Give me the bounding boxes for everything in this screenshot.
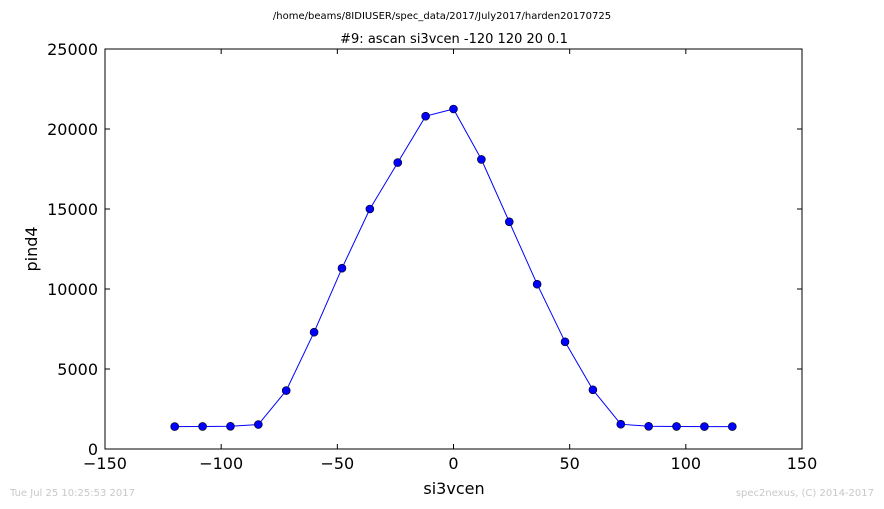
data-point xyxy=(254,420,263,429)
data-point xyxy=(532,279,542,289)
plot-area: −150 −100 −50 0 50 100 150 0 5000 10000 15000 20000… xyxy=(47,40,817,473)
y-axis-label: pind4 xyxy=(22,226,41,271)
footer-timestamp: Tue Jul 25 10:25:53 2017 xyxy=(10,488,135,499)
x-axis-label: si3vcen xyxy=(423,479,484,498)
y-tick-label: 5000 xyxy=(57,360,98,379)
data-point xyxy=(170,422,179,431)
data-point xyxy=(560,337,570,347)
y-tick-label: 10000 xyxy=(47,280,98,299)
data-point xyxy=(198,422,207,431)
chart-supertitle: /home/beams/8IDIUSER/spec_data/2017/July… xyxy=(273,11,611,22)
data-point xyxy=(616,419,626,429)
data-point xyxy=(449,104,458,114)
data-point xyxy=(226,421,235,431)
data-point xyxy=(504,217,514,227)
y-tick-label: 0 xyxy=(88,440,98,459)
x-tick-label: −100 xyxy=(199,454,243,473)
data-point xyxy=(365,204,375,214)
x-tick-label: 150 xyxy=(787,454,818,473)
data-point xyxy=(727,422,737,431)
data-point xyxy=(337,263,347,273)
data-point xyxy=(644,421,653,431)
data-point xyxy=(309,327,319,337)
data-point xyxy=(393,158,403,167)
plot-frame xyxy=(104,48,803,450)
footer-credit: spec2nexus, (C) 2014-2017 xyxy=(735,488,874,499)
data-point xyxy=(700,422,709,431)
y-tick-label: 20000 xyxy=(47,120,98,139)
x-tick-label: 50 xyxy=(559,454,579,473)
chart-title: #9: ascan si3vcen -120 120 20 0.1 xyxy=(340,32,568,47)
x-tick-label: 0 xyxy=(448,454,458,473)
y-tick-label: 15000 xyxy=(47,200,98,219)
y-tick-label: 25000 xyxy=(47,40,98,59)
x-tick-label: −150 xyxy=(83,454,127,473)
data-point xyxy=(588,385,598,395)
data-point xyxy=(477,155,486,164)
x-tick-label: 100 xyxy=(671,454,702,473)
data-point xyxy=(672,422,681,431)
x-tick-label: −50 xyxy=(320,454,354,473)
data-point xyxy=(421,111,430,121)
data-point xyxy=(281,386,291,395)
